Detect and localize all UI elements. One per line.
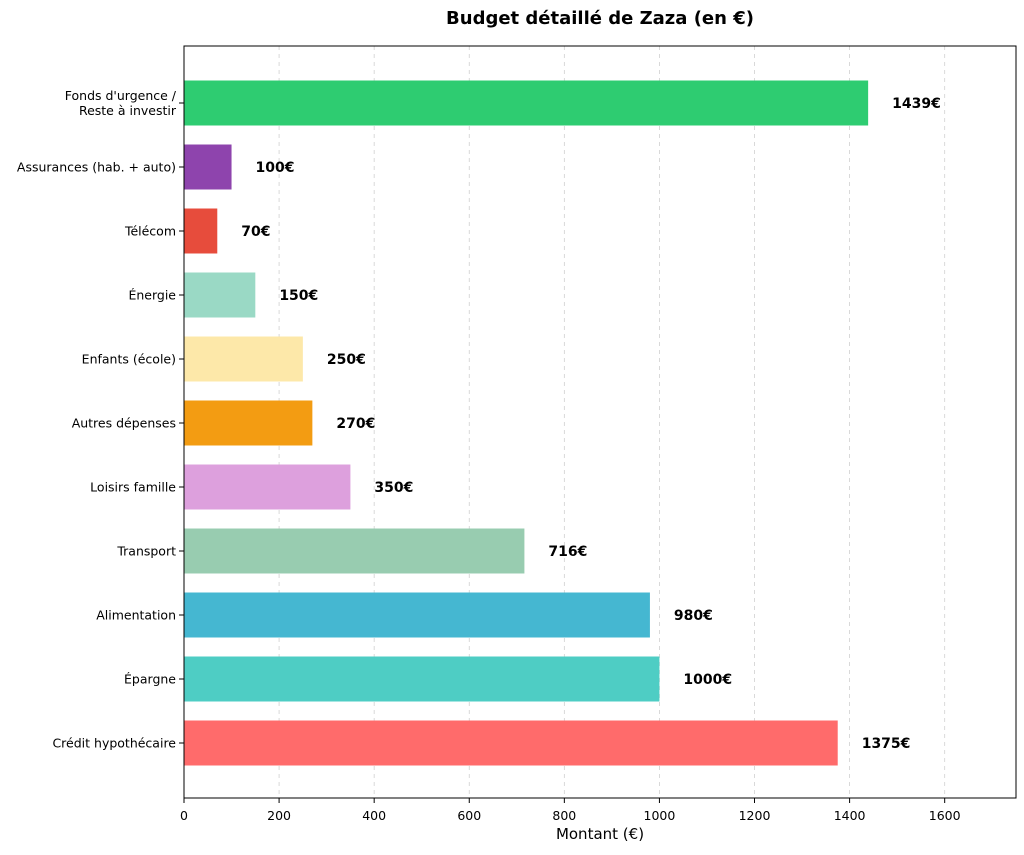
bar bbox=[184, 80, 869, 126]
category-label: Fonds d'urgence / Reste à investir bbox=[65, 88, 177, 118]
x-tick-label: 1000 bbox=[644, 808, 676, 823]
value-labels: 1439€ 100€ 70€ 150€ 250€ 270€ 350€ 716€ 980€ 1000… bbox=[241, 96, 941, 752]
x-tick-label: 0 bbox=[180, 808, 188, 823]
category-label: Crédit hypothécaire bbox=[52, 736, 176, 751]
bar-value-label: 716€ bbox=[548, 544, 587, 560]
x-tick-label: 1600 bbox=[929, 808, 961, 823]
bar-value-label: 250€ bbox=[327, 352, 366, 368]
category-label: Autres dépenses bbox=[72, 416, 176, 431]
category-label: Alimentation bbox=[96, 608, 176, 623]
x-axis-title: Montant (€) bbox=[556, 825, 644, 843]
bars bbox=[184, 80, 869, 766]
x-tick-label: 400 bbox=[362, 808, 386, 823]
bar bbox=[184, 400, 313, 446]
category-labels: Fonds d'urgence / Reste à investir Assuran… bbox=[17, 88, 184, 751]
bar bbox=[184, 592, 650, 638]
category-label: Énergie bbox=[128, 288, 176, 303]
bar bbox=[184, 208, 218, 254]
bar bbox=[184, 336, 303, 382]
category-label: Loisirs famille bbox=[90, 480, 176, 495]
bar-value-label: 100€ bbox=[256, 160, 295, 176]
bar-value-label: 1000€ bbox=[683, 672, 732, 688]
bar bbox=[184, 144, 232, 190]
bar-value-label: 980€ bbox=[674, 608, 713, 624]
bar-value-label: 150€ bbox=[279, 288, 318, 304]
category-label: Assurances (hab. + auto) bbox=[17, 160, 176, 175]
bar-value-label: 1375€ bbox=[862, 736, 911, 752]
bar bbox=[184, 272, 256, 318]
bar bbox=[184, 464, 351, 510]
x-tick-label: 1400 bbox=[834, 808, 866, 823]
bar bbox=[184, 656, 660, 702]
x-tick-label: 600 bbox=[457, 808, 481, 823]
chart-title: Budget détaillé de Zaza (en €) bbox=[446, 8, 754, 29]
category-label: Enfants (école) bbox=[82, 352, 176, 367]
bar bbox=[184, 720, 838, 766]
category-label: Transport bbox=[116, 544, 176, 559]
bar-value-label: 350€ bbox=[374, 480, 413, 496]
plot-frame bbox=[183, 45, 1017, 799]
bar-value-label: 70€ bbox=[241, 224, 270, 240]
category-label: Télécom bbox=[124, 224, 176, 239]
bar-value-label: 270€ bbox=[336, 416, 375, 432]
bar bbox=[184, 528, 525, 574]
category-label: Épargne bbox=[124, 672, 176, 687]
bar-value-label: 1439€ bbox=[892, 96, 941, 112]
x-ticks: 0 200 400 600 800 1000 1200 1400 1600 bbox=[180, 798, 961, 823]
x-tick-label: 800 bbox=[552, 808, 576, 823]
x-tick-label: 200 bbox=[267, 808, 291, 823]
x-tick-label: 1200 bbox=[739, 808, 771, 823]
